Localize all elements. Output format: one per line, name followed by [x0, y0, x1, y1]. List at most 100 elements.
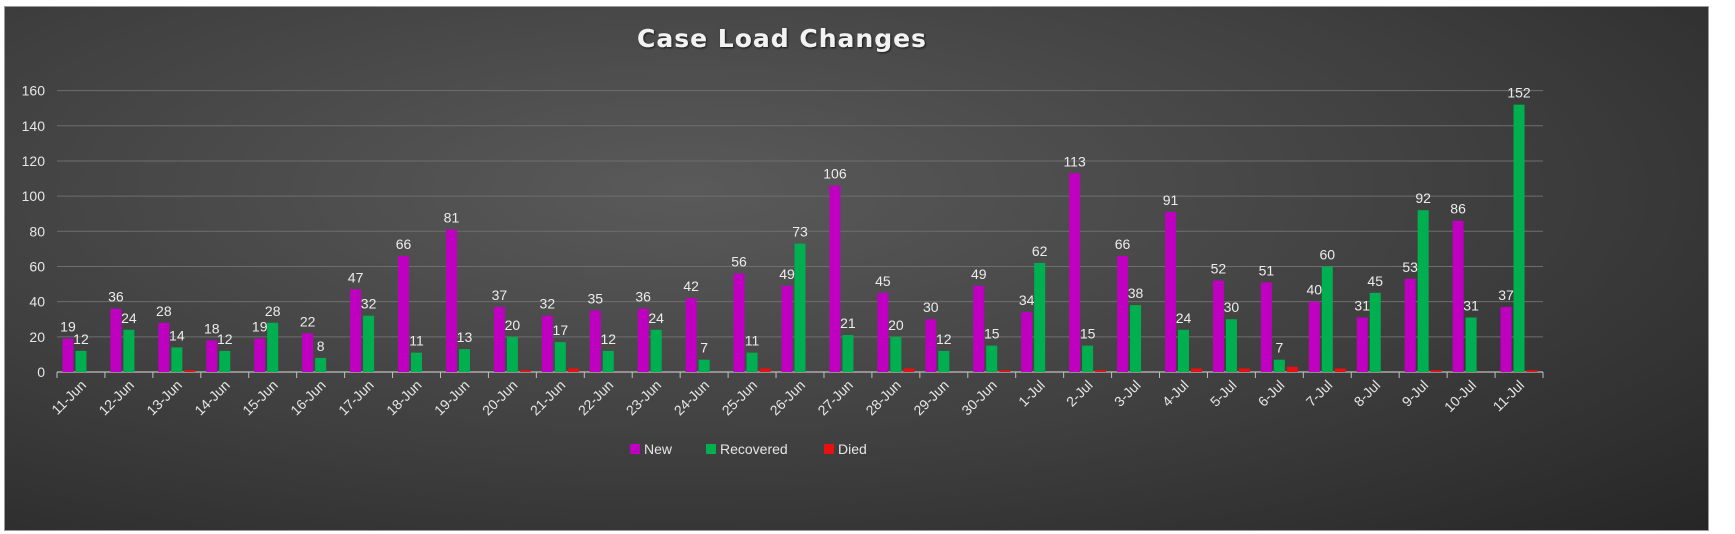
data-label-recovered: 32: [361, 296, 377, 312]
bar-recovered-10-Jul: [1465, 317, 1477, 372]
data-label-recovered: 28: [265, 303, 281, 319]
x-tick-label: 16-Jun: [287, 377, 329, 419]
x-tick-label: 26-Jun: [767, 377, 809, 419]
bar-new-4-Jul: [1164, 211, 1176, 372]
data-label-new: 42: [683, 278, 699, 294]
bar-new-14-Jun: [206, 340, 218, 372]
data-label-new: 37: [492, 287, 508, 303]
bar-died-28-Jun: [903, 368, 915, 372]
bar-recovered-7-Jul: [1321, 266, 1333, 372]
data-label-recovered: 11: [409, 333, 424, 349]
bar-new-19-Jun: [445, 229, 457, 372]
bar-new-8-Jul: [1356, 317, 1368, 372]
data-label-recovered: 92: [1415, 190, 1431, 206]
x-tick-label: 30-Jun: [958, 377, 1000, 419]
bar-new-12-Jun: [110, 308, 122, 372]
data-label-recovered: 7: [700, 340, 708, 356]
bar-recovered-19-Jun: [458, 349, 470, 372]
bar-recovered-11-Jul: [1513, 104, 1525, 373]
bar-recovered-23-Jun: [650, 329, 662, 372]
bar-new-16-Jun: [302, 333, 314, 372]
data-label-recovered: 24: [1176, 310, 1192, 326]
x-tick-label: 11-Jun: [48, 377, 89, 418]
x-tick-label: 4-Jul: [1159, 377, 1192, 410]
bar-died-6-Jul: [1286, 366, 1298, 372]
data-label-recovered: 60: [1320, 246, 1336, 262]
x-tick-label: 12-Jun: [95, 377, 137, 419]
bar-new-28-Jun: [877, 292, 889, 372]
data-label-new: 56: [731, 254, 747, 270]
y-tick-label: 160: [22, 83, 46, 99]
bar-recovered-5-Jul: [1225, 319, 1237, 372]
x-tick-label: 2-Jul: [1063, 377, 1096, 410]
data-label-recovered: 14: [169, 327, 185, 343]
bar-recovered-12-Jun: [123, 329, 135, 372]
bar-recovered-6-Jul: [1273, 359, 1285, 372]
data-label-recovered: 8: [317, 338, 325, 354]
bar-new-11-Jun: [62, 338, 74, 372]
bar-recovered-2-Jul: [1082, 345, 1094, 372]
bar-recovered-8-Jul: [1369, 292, 1381, 372]
data-label-new: 35: [587, 290, 603, 306]
bar-recovered-13-Jun: [171, 347, 183, 372]
data-label-new: 51: [1259, 262, 1275, 278]
data-label-new: 45: [875, 273, 891, 289]
bar-new-9-Jul: [1404, 278, 1416, 372]
bar-recovered-21-Jun: [554, 342, 566, 372]
y-tick-label: 0: [37, 364, 45, 380]
chart-area: Case Load Changes 0 20 40 60 80 100 120 140 160 …: [4, 6, 1709, 531]
bar-died-20-Jun: [519, 370, 531, 372]
bar-new-10-Jul: [1452, 220, 1464, 372]
data-label-recovered: 24: [121, 310, 137, 326]
bar-new-6-Jul: [1260, 282, 1272, 372]
bar-died-7-Jul: [1334, 368, 1346, 372]
y-tick-label: 20: [29, 329, 45, 345]
legend-label-recovered: Recovered: [720, 441, 788, 457]
x-tick-label: 17-Jun: [335, 377, 377, 419]
x-tick-label: 28-Jun: [862, 377, 904, 419]
data-label-new: 52: [1211, 261, 1227, 277]
bar-recovered-20-Jun: [506, 336, 518, 372]
y-tick-label: 120: [22, 153, 46, 169]
x-tick-label: 11-Jul: [1490, 377, 1528, 415]
data-label-recovered: 152: [1507, 85, 1531, 101]
bar-new-5-Jul: [1212, 280, 1224, 372]
data-label-recovered: 12: [73, 331, 89, 347]
bar-recovered-30-Jun: [986, 345, 998, 372]
x-tick-label: 14-Jun: [191, 377, 233, 419]
bar-new-27-Jun: [829, 185, 841, 372]
bar-recovered-29-Jun: [938, 350, 950, 372]
x-tick-label: 3-Jul: [1111, 377, 1144, 410]
bar-new-11-Jul: [1500, 306, 1512, 372]
x-tick-label: 5-Jul: [1207, 377, 1240, 410]
bar-died-30-Jun: [999, 370, 1011, 372]
bars: [62, 104, 1538, 373]
x-tick-label: 22-Jun: [575, 377, 617, 419]
data-label-new: 47: [348, 269, 364, 285]
data-label-new: 18: [204, 320, 220, 336]
data-label-recovered: 20: [888, 317, 904, 333]
x-tick-label: 13-Jun: [143, 377, 185, 419]
x-tick-label: 27-Jun: [814, 377, 856, 419]
legend-swatch-died: [824, 444, 834, 454]
bar-recovered-16-Jun: [315, 357, 327, 372]
data-label-new: 19: [252, 319, 268, 335]
y-axis: 0 20 40 60 80 100 120 140 160: [22, 83, 46, 380]
bar-recovered-25-Jun: [746, 352, 758, 372]
bar-new-18-Jun: [398, 255, 410, 372]
bar-recovered-11-Jun: [75, 350, 87, 372]
y-tick-label: 40: [29, 294, 45, 310]
bar-recovered-4-Jul: [1177, 329, 1189, 372]
data-label-new: 91: [1163, 192, 1179, 208]
bar-recovered-3-Jul: [1130, 305, 1142, 372]
y-tick-label: 60: [29, 258, 45, 274]
data-label-recovered: 7: [1275, 340, 1283, 356]
data-label-recovered: 45: [1367, 273, 1383, 289]
x-tick-label: 6-Jul: [1255, 377, 1288, 410]
x-tick-label: 19-Jun: [431, 377, 473, 419]
y-tick-label: 80: [29, 223, 45, 239]
x-tick-label: 25-Jun: [719, 377, 761, 419]
x-tick-label: 1-Jul: [1015, 377, 1048, 410]
bar-new-17-Jun: [350, 289, 362, 372]
